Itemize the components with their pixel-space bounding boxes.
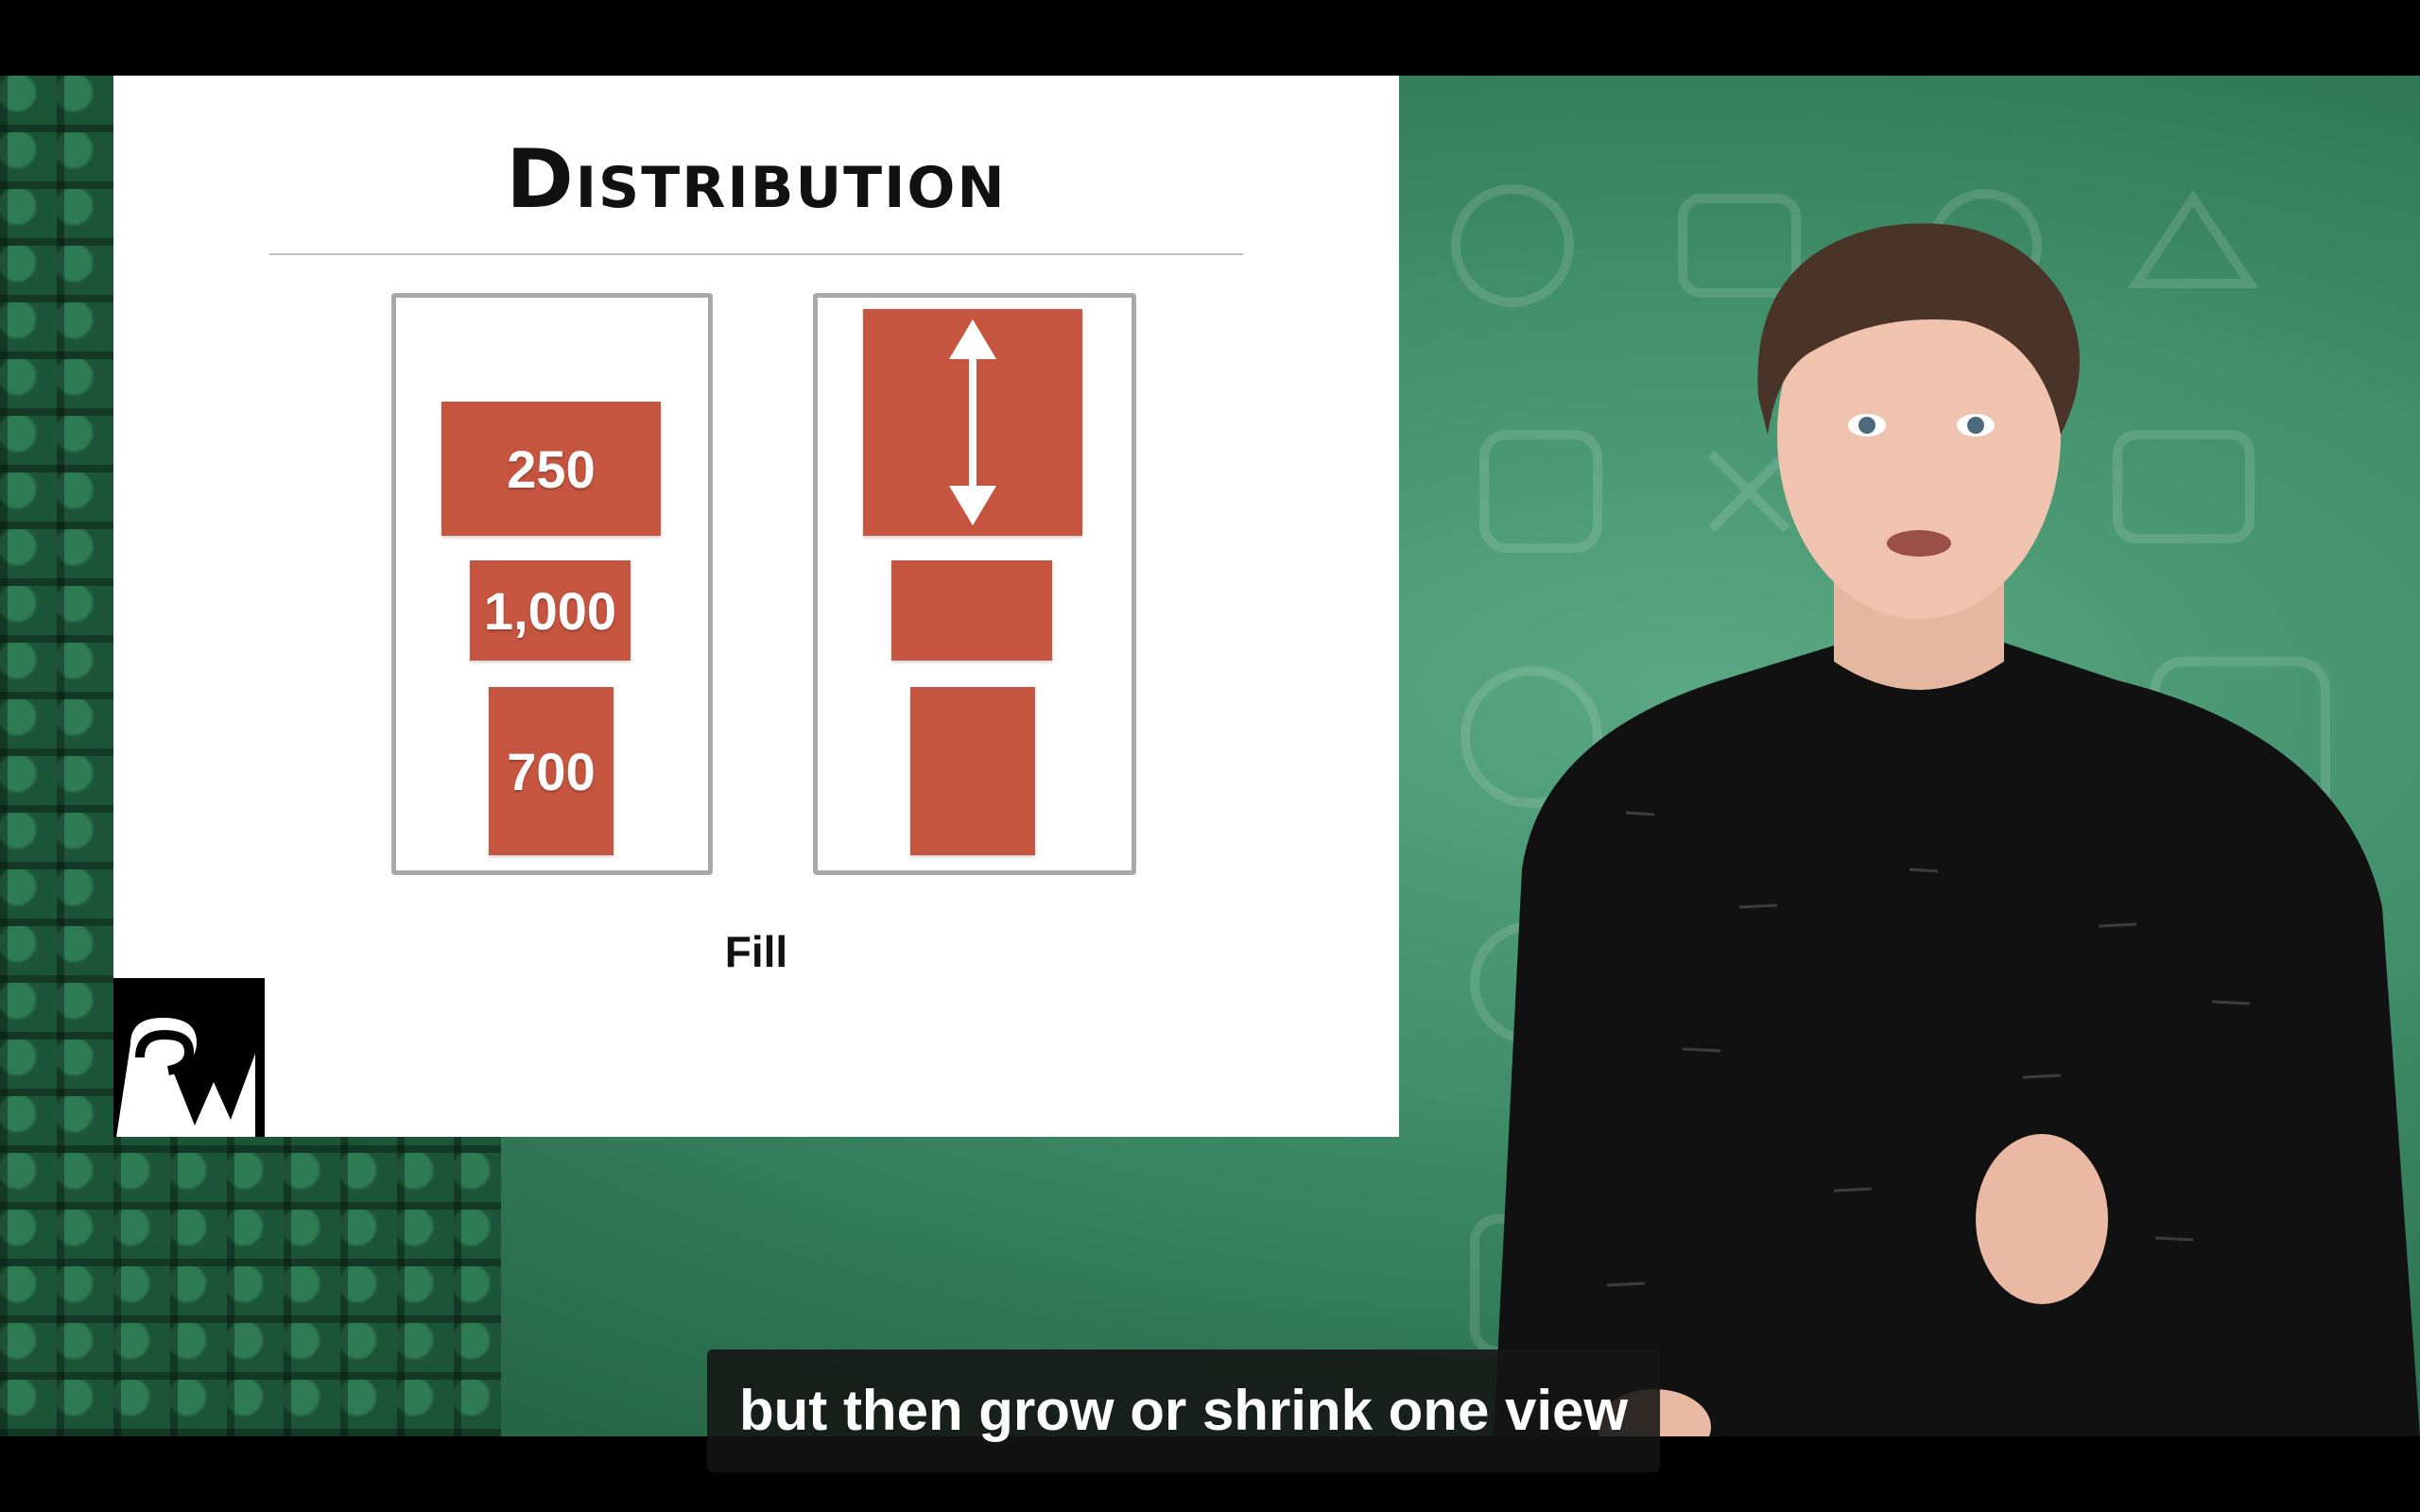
block-stretching xyxy=(863,309,1082,536)
left-stack-view: 250 1,000 700 xyxy=(391,293,713,875)
subtitle-caption: but then grow or shrink one view xyxy=(707,1349,1661,1472)
video-content[interactable]: Distribution 250 1,000 700 xyxy=(0,76,2420,1436)
block-label: 700 xyxy=(507,741,596,801)
block-bottom xyxy=(910,687,1035,855)
block-250: 250 xyxy=(441,402,661,536)
right-stack-view xyxy=(813,293,1136,875)
block-700: 700 xyxy=(489,687,614,855)
presentation-slide: Distribution 250 1,000 700 xyxy=(113,76,1399,1137)
slide-caption: Fill xyxy=(724,927,788,976)
block-1000: 1,000 xyxy=(470,560,631,661)
raywenderlich-logo xyxy=(113,978,265,1137)
block-label: 1,000 xyxy=(483,580,617,641)
block-label: 250 xyxy=(507,438,596,499)
title-divider xyxy=(269,253,1243,255)
presenter xyxy=(1494,223,2420,1436)
vertical-double-arrow-icon xyxy=(949,319,996,525)
block-middle xyxy=(891,560,1052,661)
slide-title: Distribution xyxy=(506,132,1007,227)
